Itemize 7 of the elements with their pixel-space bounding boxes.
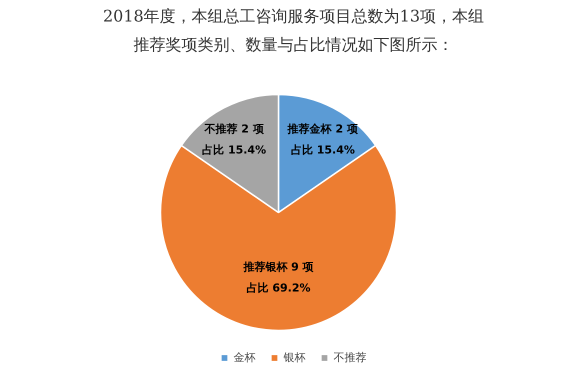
data-label: 推荐金杯 2 项占比 15.4% [286,122,360,156]
chart-title: 2018年度，本组总工咨询服务项目总数为13项，本组推荐奖项类别、数量与占比情况如下图所示： [102,6,484,54]
legend-label: 银杯 [284,350,306,365]
data-label: 不推荐 2 项占比 15.4% [202,122,266,156]
data-label: 推荐银杯 9 项占比 69.2% [242,260,315,294]
legend-label: 金杯 [234,350,256,365]
legend-label: 不推荐 [334,350,366,365]
